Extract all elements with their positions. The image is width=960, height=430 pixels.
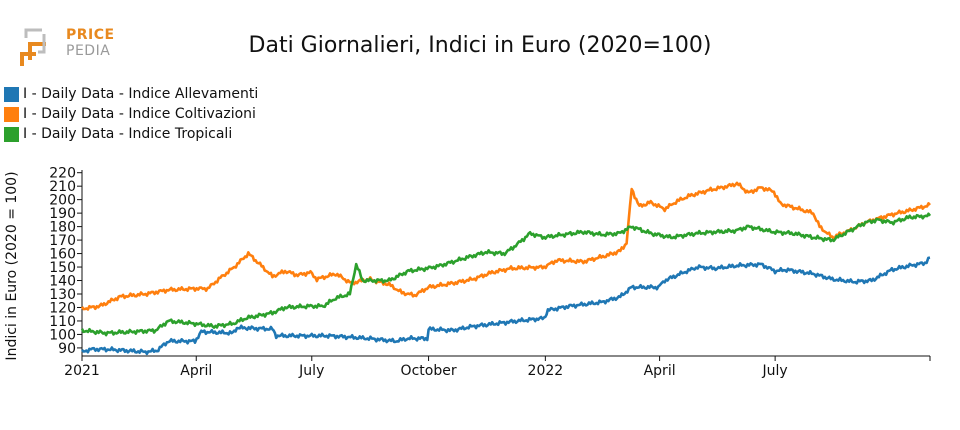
x-tick-label: July (762, 363, 788, 379)
y-tick-label: 110 (49, 314, 76, 330)
series-line-3 (80, 212, 932, 337)
y-tick-label: 150 (49, 260, 76, 276)
y-tick-label: 170 (49, 233, 76, 249)
legend-swatch-allevamenti (4, 86, 19, 102)
legend-item-coltivazioni[interactable]: I - Daily Data - Indice Coltivazioni (4, 104, 258, 124)
legend-label-allevamenti: I - Daily Data - Indice Allevamenti (23, 86, 259, 102)
x-tick-label: April (180, 363, 212, 379)
y-tick-label: 100 (49, 327, 76, 343)
y-tick-label: 90 (58, 341, 76, 357)
logo-word-bottom: PEDIA (66, 43, 111, 59)
x-tick-label: April (644, 363, 676, 379)
pricepedia-logo: PRICE PEDIA (18, 26, 128, 74)
x-tick-label: 2022 (528, 363, 564, 379)
legend: I - Daily Data - Indice Allevamenti I - … (4, 84, 258, 144)
legend-item-allevamenti[interactable]: I - Daily Data - Indice Allevamenti (4, 84, 258, 104)
series-line-1 (81, 256, 931, 356)
y-tick-label: 130 (49, 287, 76, 303)
x-tick-label: 2021 (64, 363, 100, 379)
legend-swatch-tropicali (4, 126, 19, 142)
y-tick-label: 220 (49, 166, 76, 182)
y-tick-label: 190 (49, 206, 76, 222)
chart-title: Dati Giornalieri, Indici in Euro (2020=1… (248, 33, 712, 58)
legend-item-tropicali[interactable]: I - Daily Data - Indice Tropicali (4, 124, 258, 144)
y-tick-label: 140 (49, 274, 76, 290)
logo-mark-icon (20, 28, 46, 66)
y-tick-label: 120 (49, 300, 76, 316)
y-tick-label: 200 (49, 193, 76, 209)
x-tick-label: July (298, 363, 324, 379)
y-tick-label: 180 (49, 220, 76, 236)
legend-label-coltivazioni: I - Daily Data - Indice Coltivazioni (23, 106, 256, 122)
y-tick-label: 160 (49, 247, 76, 263)
x-tick-label: October (401, 363, 457, 379)
series-line-2 (80, 181, 931, 311)
logo-word-top: PRICE (66, 27, 115, 43)
legend-swatch-coltivazioni (4, 106, 19, 122)
y-tick-label: 210 (49, 179, 76, 195)
legend-label-tropicali: I - Daily Data - Indice Tropicali (23, 126, 233, 142)
